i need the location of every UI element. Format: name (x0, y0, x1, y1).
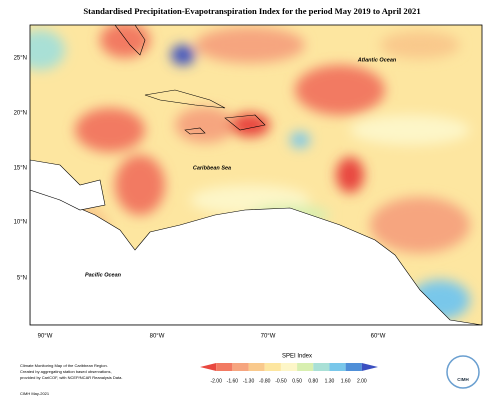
lat-label: 20°N (14, 111, 27, 117)
legend-swatch (200, 363, 217, 371)
hispaniola (224, 114, 266, 131)
map (30, 25, 482, 325)
lon-label: 90°W (38, 334, 53, 340)
legend-label: -1.30 (243, 378, 255, 384)
place-label: Caribbean Sea (193, 165, 231, 171)
legend-swatch (280, 363, 298, 371)
legend-swatch (313, 363, 330, 371)
title: Standardised Precipitation-Evapotranspir… (83, 6, 420, 16)
place-label: Pacific Ocean (85, 272, 122, 278)
legend-label: -0.50 (275, 378, 287, 384)
legend-label: 2.00 (357, 378, 367, 384)
spacer (450, 350, 451, 351)
legend-swatch (216, 363, 233, 371)
lon-label: 60°W (371, 334, 386, 340)
place-label: Atlantic Ocean (357, 57, 397, 63)
lon-label: 80°W (150, 334, 165, 340)
legend-swatch (297, 363, 314, 371)
footnote: Created by aggregating station based obs… (20, 369, 112, 374)
legend-label: 0.50 (292, 378, 302, 384)
legend-swatch (345, 363, 362, 371)
logo-text: CIMH (457, 377, 469, 382)
footnote: provided by CariCOF, with NCEP/NCAR Rean… (20, 375, 122, 380)
legend-swatch (264, 363, 281, 371)
legend-label: 1.60 (341, 378, 351, 384)
legend-swatch (329, 363, 346, 371)
legend-label: 1.30 (325, 378, 335, 384)
lat-label: 10°N (14, 220, 27, 226)
cuba (144, 89, 226, 109)
legend-label: 0.80 (308, 378, 318, 384)
legend-title: SPEI Index (282, 354, 312, 360)
lat-label: 25°N (14, 56, 27, 62)
legend-swatch (361, 363, 378, 371)
logo (446, 355, 480, 389)
legend-label: -1.60 (227, 378, 239, 384)
legend-swatch (232, 363, 249, 371)
map-frame (29, 24, 483, 326)
florida (114, 25, 146, 56)
credit: CIMH May-2021 (20, 391, 50, 396)
lon-label: 70°W (261, 334, 276, 340)
lat-label: 15°N (14, 166, 27, 172)
south-central-america-land (30, 184, 482, 325)
legend-swatch (248, 363, 265, 371)
lat-label: 5°N (17, 276, 27, 282)
central-america-land (30, 159, 106, 211)
footnote: Climate Monitoring Map of the Caribbean … (20, 363, 108, 368)
legend-label: -2.00 (210, 378, 222, 384)
legend-label: -0.80 (259, 378, 271, 384)
jamaica (184, 127, 206, 135)
